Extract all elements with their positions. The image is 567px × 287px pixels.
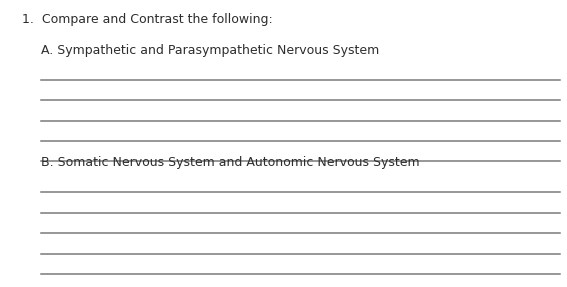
Text: 1.  Compare and Contrast the following:: 1. Compare and Contrast the following: bbox=[22, 13, 272, 26]
Text: B. Somatic Nervous System and Autonomic Nervous System: B. Somatic Nervous System and Autonomic … bbox=[41, 156, 420, 169]
Text: A. Sympathetic and Parasympathetic Nervous System: A. Sympathetic and Parasympathetic Nervo… bbox=[41, 44, 379, 57]
